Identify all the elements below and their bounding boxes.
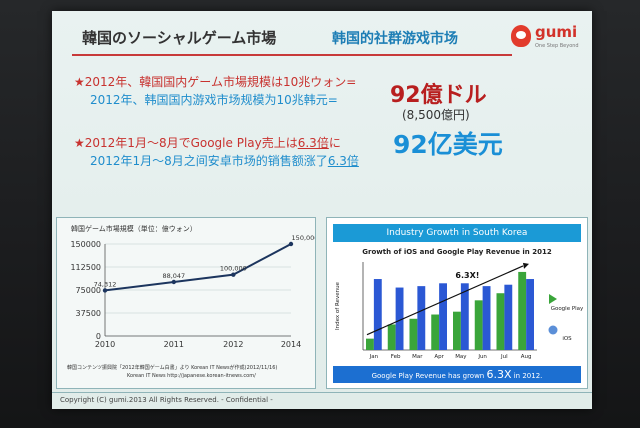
industry-growth-panel: Industry Growth in South Korea Growth of… (326, 217, 588, 389)
bar-google-play (431, 314, 440, 350)
bullet-2-cn-highlight: 6.3倍 (327, 154, 359, 168)
bar-ios (526, 279, 534, 350)
slide-title-cn: 韩国的社群游戏市场 (332, 31, 458, 47)
data-point (171, 279, 177, 285)
x-tick-label: 2012 (223, 340, 243, 349)
google-play-icon (549, 294, 557, 304)
legend-label: Google Play (551, 306, 584, 312)
y-tick-label: 37500 (76, 309, 101, 318)
market-size-usd-jp: 92億ドル (390, 83, 487, 108)
data-label: 100,000 (220, 265, 247, 273)
x-tick-label: 2010 (95, 340, 115, 349)
footer-pre: Google Play Revenue has grown (371, 372, 487, 380)
bar-google-play (474, 300, 483, 350)
ios-icon (548, 325, 558, 335)
bar-google-play (409, 318, 418, 350)
gumi-logo-icon (511, 25, 531, 47)
bar-ios (504, 284, 513, 350)
x-tick-label: Apr (434, 354, 444, 360)
x-tick-label: Jan (369, 354, 379, 360)
bar-google-play (453, 311, 461, 350)
korea-market-chart-panel: 韓国ゲーム市場規模（単位：億ウォン） 0 37500 75000 112500 1500… (56, 217, 316, 389)
left-chart-source: 韓国コンテンツ振興院「2012年韓国ゲーム白書」より Korean IT New… (67, 365, 278, 371)
star-icon: ★ (74, 75, 85, 89)
bar-ios (417, 286, 426, 350)
left-chart-title: 韓国ゲーム市場規模（単位：億ウォン） (71, 225, 197, 233)
slide-title-jp: 韓国のソーシャルゲーム市場 (82, 29, 277, 47)
left-chart-source-2: Korean IT News http://japanese.korean-it… (127, 373, 256, 379)
arrow-head-icon (523, 262, 529, 269)
slide: 韓国のソーシャルゲーム市場 韩国的社群游戏市场 gumi One Step Be… (52, 11, 592, 409)
x-tick-label: Mar (412, 354, 423, 360)
data-point (231, 272, 236, 277)
bar-ios (439, 283, 447, 350)
x-tick-label: Jun (477, 354, 487, 360)
y-tick-label: 0 (96, 332, 101, 341)
footer-post: in 2012. (511, 372, 543, 380)
market-size-yen: (8,500億円) (402, 108, 470, 122)
bullet-2-jp: ★2012年1月〜8月でGoogle Play売上は6.3倍に (74, 134, 341, 151)
data-point (102, 288, 108, 293)
industry-growth-banner: Industry Growth in South Korea (333, 224, 581, 242)
footer-big: 6.3X (486, 368, 512, 381)
x-tick-label: Aug (521, 354, 532, 360)
right-chart-subtitle: Growth of iOS and Google Play Revenue in… (362, 248, 552, 256)
bar-ios (395, 287, 404, 350)
bullet-1-jp: ★2012年、韓国国内ゲーム市場規模は10兆ウォン= (74, 73, 356, 90)
legend-label: iOS (562, 336, 572, 342)
bullet-1-jp-text: 2012年、韓国国内ゲーム市場規模は10兆ウォン= (84, 75, 357, 89)
logo-tagline: One Step Beyond (535, 43, 579, 49)
logo-word: gumi (535, 23, 578, 41)
y-axis-title: Index of Revenue (335, 281, 341, 330)
x-tick-label: 2014 (281, 340, 301, 349)
bar-google-play (496, 293, 505, 350)
bar-google-play (366, 338, 374, 350)
y-tick-label: 150000 (70, 240, 101, 249)
trend-arrow-line (366, 265, 524, 336)
series-line (104, 243, 292, 292)
revenue-bar-chart: Index of Revenue Jan Feb Mar Apr May Jun Jul Aug… (335, 262, 584, 360)
growth-callout: 6.3X! (455, 271, 479, 280)
title-divider (72, 54, 512, 56)
y-tick-label: 75000 (76, 286, 101, 295)
bullet-2-cn-pre: 2012年1月〜8月之间安卓市场的销售额涨了 (90, 154, 328, 168)
data-label: 74,312 (94, 280, 117, 288)
x-tick-label: May (455, 354, 467, 360)
bar-google-play (387, 324, 396, 350)
data-label: 150,000 (292, 234, 315, 242)
bullet-2-jp-post: に (328, 136, 341, 150)
bar-google-play (518, 271, 527, 350)
bar-ios (460, 283, 469, 350)
revenue-growth-footer: Google Play Revenue has grown 6.3X in 20… (333, 366, 581, 383)
y-tick-label: 112500 (70, 263, 101, 272)
bullet-2-cn: 2012年1月〜8月之间安卓市场的销售额涨了6.3倍 (90, 152, 359, 169)
footer-divider (52, 392, 592, 393)
data-point (288, 241, 294, 247)
bar-ios (373, 279, 382, 350)
market-size-usd-cn: 92亿美元 (393, 130, 503, 159)
x-tick-label: 2011 (164, 340, 184, 349)
bullet-2-jp-pre: 2012年1月〜8月でGoogle Play売上は (84, 136, 298, 150)
gumi-logo: gumi One Step Beyond (511, 23, 586, 57)
korea-market-line-chart: 0 37500 75000 112500 150000 2010 2011 2012 2014 7… (70, 234, 315, 349)
x-tick-label: Jul (500, 354, 508, 360)
data-label: 88,047 (162, 272, 185, 280)
x-tick-label: Feb (391, 354, 401, 360)
bullet-1-cn: 2012年、韩国国内游戏市场规模为10兆韩元= (90, 93, 338, 107)
bar-ios (482, 286, 491, 350)
bullet-2-jp-highlight: 6.3倍 (297, 136, 329, 150)
star-icon: ★ (74, 136, 85, 150)
copyright-footer: Copyright (C) gumi.2013 All Rights Reser… (60, 396, 273, 404)
